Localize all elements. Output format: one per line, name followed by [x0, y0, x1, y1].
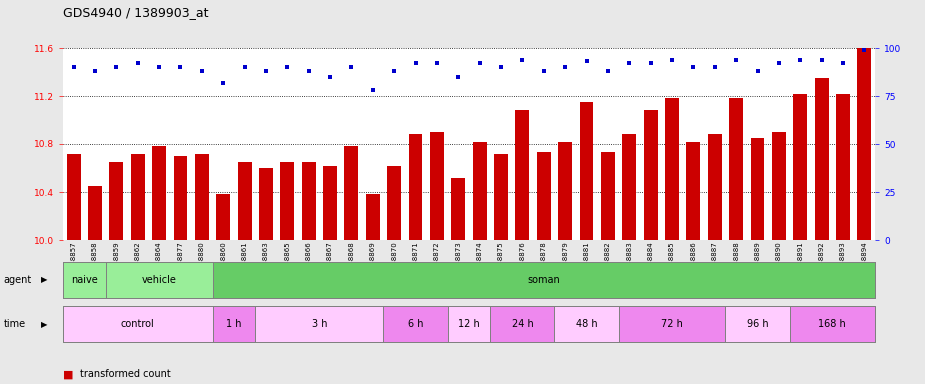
Text: time: time — [4, 319, 26, 329]
Bar — [729, 98, 743, 240]
Bar — [259, 168, 273, 240]
Text: ▶: ▶ — [41, 275, 47, 285]
Text: 6 h: 6 h — [408, 319, 424, 329]
Bar — [794, 94, 808, 240]
Text: 72 h: 72 h — [661, 319, 683, 329]
Bar — [515, 111, 529, 240]
Bar — [665, 98, 679, 240]
Text: 168 h: 168 h — [819, 319, 846, 329]
Bar — [451, 178, 465, 240]
Bar — [216, 194, 230, 240]
Text: 1 h: 1 h — [226, 319, 241, 329]
Text: soman: soman — [527, 275, 561, 285]
Bar — [750, 138, 764, 240]
Bar — [366, 194, 380, 240]
Bar — [644, 111, 658, 240]
Text: control: control — [121, 319, 154, 329]
Bar — [430, 132, 444, 240]
Bar — [323, 166, 337, 240]
Bar — [409, 134, 423, 240]
Bar — [815, 78, 829, 240]
Text: naive: naive — [71, 275, 98, 285]
Bar — [857, 46, 871, 240]
Text: ▶: ▶ — [41, 319, 47, 329]
Bar — [623, 134, 636, 240]
Bar — [473, 142, 487, 240]
Bar — [388, 166, 401, 240]
Bar — [152, 146, 166, 240]
Bar — [836, 94, 850, 240]
Text: 12 h: 12 h — [458, 319, 480, 329]
Text: agent: agent — [4, 275, 32, 285]
Text: transformed count: transformed count — [80, 369, 170, 379]
Bar — [772, 132, 786, 240]
Bar — [580, 102, 594, 240]
Text: 96 h: 96 h — [746, 319, 769, 329]
Text: 3 h: 3 h — [312, 319, 327, 329]
Bar — [686, 142, 700, 240]
Bar — [195, 154, 209, 240]
Bar — [130, 154, 144, 240]
Bar — [708, 134, 722, 240]
Bar — [174, 156, 188, 240]
Text: vehicle: vehicle — [142, 275, 177, 285]
Text: 24 h: 24 h — [512, 319, 534, 329]
Bar — [494, 154, 508, 240]
Bar — [67, 154, 80, 240]
Bar — [302, 162, 315, 240]
Text: GDS4940 / 1389903_at: GDS4940 / 1389903_at — [63, 6, 208, 19]
Text: ■: ■ — [63, 369, 73, 379]
Bar — [536, 152, 550, 240]
Text: 48 h: 48 h — [575, 319, 598, 329]
Bar — [558, 142, 572, 240]
Bar — [88, 186, 102, 240]
Bar — [238, 162, 252, 240]
Bar — [109, 162, 123, 240]
Bar — [344, 146, 358, 240]
Bar — [280, 162, 294, 240]
Bar — [601, 152, 615, 240]
